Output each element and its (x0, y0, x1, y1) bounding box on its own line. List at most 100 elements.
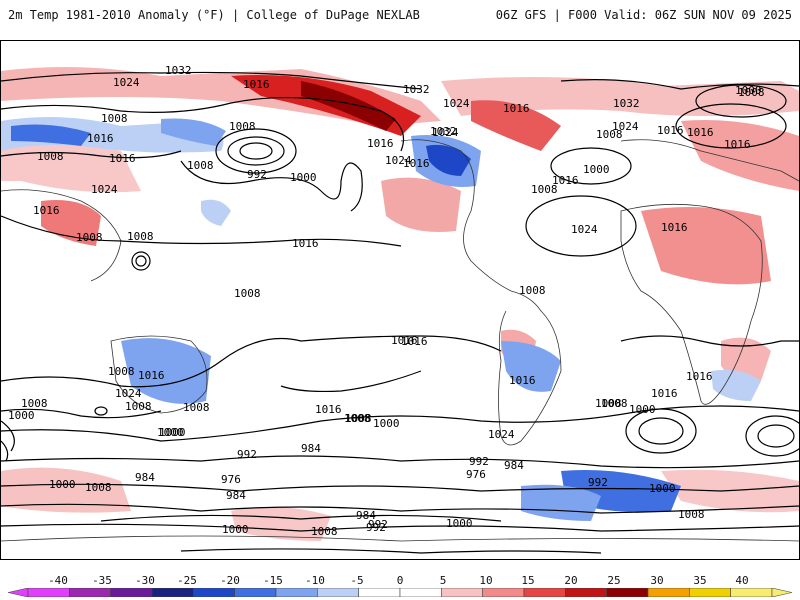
isobar-label: 1016 (243, 78, 270, 91)
isobar-label: 1024 (91, 183, 118, 196)
isobar-label: 984 (504, 459, 524, 472)
isobar-label: 1008 (229, 120, 256, 133)
isobar-label: 992 (588, 476, 608, 489)
isobar-label: 1000 (583, 163, 610, 176)
isobar-label: 1008 (678, 508, 705, 521)
isobar-label: 1016 (391, 334, 418, 347)
colorbar-arrow-high (771, 588, 792, 597)
header: 2m Temp 1981-2010 Anomaly (°F) | College… (0, 0, 800, 30)
isobar-label: 1008 (311, 525, 338, 538)
isobar-label: 1016 (292, 237, 319, 250)
isobar-label: 1000 (446, 517, 473, 530)
isobar-label: 1008 (601, 397, 628, 410)
isobar-label: 1016 (401, 335, 428, 348)
colorbar-cell (317, 588, 359, 597)
isobar-label: 1008 (108, 365, 135, 378)
isobar-label: 1024 (385, 154, 412, 167)
product-title: 2m Temp 1981-2010 Anomaly (°F) | College… (8, 8, 420, 22)
colorbar-tick: 5 (439, 574, 447, 587)
isobar-label: 1000 (373, 417, 400, 430)
isobar-label: 1008 (738, 86, 765, 99)
colorbar-tick: 20 (564, 574, 578, 587)
isobar-label: 1016 (686, 370, 713, 383)
isobar-label: 1000 (735, 84, 762, 97)
colorbar-cell (399, 588, 442, 597)
isobar-label: 1008 (344, 412, 371, 425)
isobar-label: 1000 (290, 171, 317, 184)
isobar-label: 1008 (183, 401, 210, 414)
isobar-label: 1000 (222, 523, 249, 536)
isobar-label: 1008 (127, 230, 154, 243)
colorbar-tick: 40 (735, 574, 749, 587)
isobar-label: 1024 (612, 120, 639, 133)
colorbar-cell (565, 588, 607, 597)
isobar-label: 1016 (503, 102, 530, 115)
isobar-label: 1016 (552, 174, 579, 187)
colorbar-tick: 35 (693, 574, 707, 587)
isobar-label: 992 (247, 168, 267, 181)
colorbar-tick: -15 (263, 574, 283, 587)
isobar-label: 1016 (403, 157, 430, 170)
isobar-label: 1016 (33, 204, 60, 217)
colorbar-tick: -20 (220, 574, 240, 587)
colorbar (8, 588, 792, 597)
colorbar-cell (730, 588, 773, 597)
colorbar-tick-labels: -40 -35 -30 -25 -20 -15 -10 -5 0 5 10 15… (0, 574, 800, 588)
isobar-label: 1008 (595, 397, 622, 410)
isobar-label: 1000 (8, 409, 35, 422)
isobar-label: 1008 (519, 284, 546, 297)
colorbar-cell (275, 588, 318, 597)
colorbar-cell (27, 588, 70, 597)
anomaly-map: 1032 1024 1016 1032 1024 1016 1032 1008 … (1, 64, 799, 554)
colorbar-tick: 30 (650, 574, 664, 587)
isobars (1, 71, 799, 554)
isobar-label: 984 (356, 509, 376, 522)
isobar-label: 1032 (165, 64, 192, 77)
colorbar-tick: -5 (350, 574, 364, 587)
model-valid-time: 06Z GFS | F000 Valid: 06Z SUN NOV 09 202… (495, 8, 792, 22)
colorbar-tick: 25 (607, 574, 621, 587)
isobar-label: 976 (221, 473, 241, 486)
isobar-label: 1008 (531, 183, 558, 196)
isobar-label: 984 (301, 442, 321, 455)
isobar-label: 1016 (687, 126, 714, 139)
isobar-label: 1000 (649, 482, 676, 495)
isobar-label: 1000 (157, 426, 184, 439)
colorbar-tick: 0 (396, 574, 404, 587)
colorbar-cells (8, 588, 792, 597)
isobar-label: 1032 (613, 97, 640, 110)
colorbar-cell (69, 588, 111, 597)
isobar-label: 992 (368, 518, 388, 531)
isobar-label: 992 (237, 448, 257, 461)
isobar-label: 1008 (234, 287, 261, 300)
isobar-labels: 1032 1024 1016 1032 1024 1016 1032 1008 … (8, 64, 765, 538)
isobar-label: 1008 (37, 150, 64, 163)
colorbar-tick: -35 (92, 574, 112, 587)
map-panel: 1032 1024 1016 1032 1024 1016 1032 1008 … (0, 40, 800, 560)
isobar-label: 1024 (115, 387, 142, 400)
isobar-label: 1016 (87, 132, 114, 145)
cold-anomaly-shading (1, 117, 761, 521)
colorbar-cell (482, 588, 525, 597)
isobar-label: 1016 (367, 137, 394, 150)
isobar-label: 1008 (125, 400, 152, 413)
isobar-label: 1008 (596, 128, 623, 141)
isobar-label: 1024 (432, 126, 459, 139)
colorbar-tick: 15 (521, 574, 535, 587)
isobar-label: 992 (366, 521, 386, 534)
isobar-label: 1016 (109, 152, 136, 165)
isobar-label: 1000 (159, 426, 186, 439)
isobar-label: 1024 (443, 97, 470, 110)
isobar-label: 1000 (629, 403, 656, 416)
isobar-label: 1024 (113, 76, 140, 89)
colorbar-tick: -40 (48, 574, 68, 587)
colorbar-tick: -10 (305, 574, 325, 587)
isobar-label: 1008 (187, 159, 214, 172)
isobar-label: 1016 (724, 138, 751, 151)
isobar-label: 992 (469, 455, 489, 468)
isobar-label: 1024 (571, 223, 598, 236)
isobar-label: 1032 (430, 125, 457, 138)
isobar-label: 1016 (651, 387, 678, 400)
colorbar-cell (647, 588, 690, 597)
isobar-label: 984 (226, 489, 246, 502)
